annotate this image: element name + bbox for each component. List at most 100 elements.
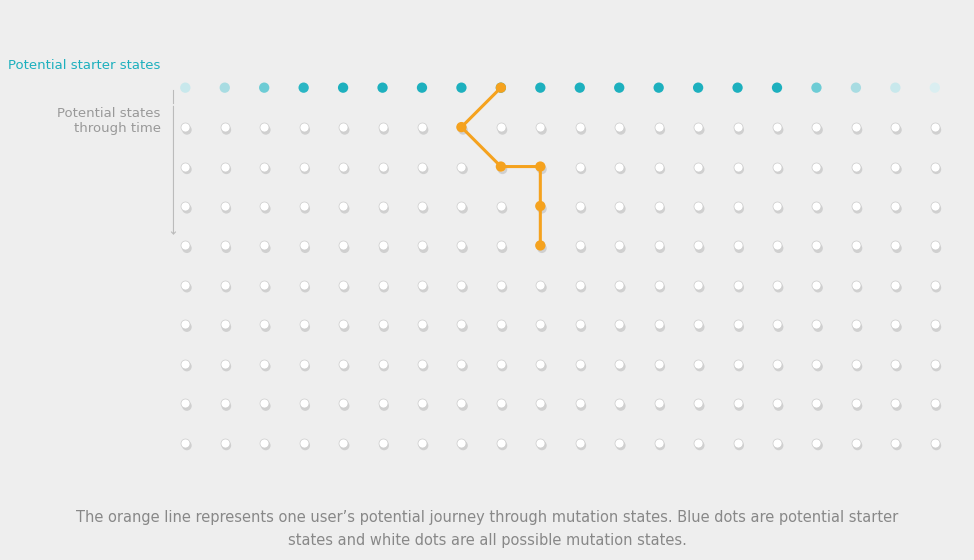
Point: [217, 438, 233, 447]
Point: [218, 402, 234, 410]
Point: [928, 323, 944, 332]
Point: [454, 399, 469, 408]
Point: [574, 283, 589, 292]
Point: [495, 283, 510, 292]
Point: [454, 83, 469, 92]
Point: [454, 202, 469, 211]
Point: [416, 283, 431, 292]
Point: [651, 123, 666, 132]
Point: [179, 125, 195, 134]
Point: [769, 202, 785, 211]
Point: [572, 83, 587, 92]
Point: [217, 281, 233, 290]
Point: [769, 162, 785, 171]
Point: [376, 402, 392, 410]
Point: [218, 362, 234, 371]
Point: [613, 244, 628, 253]
Point: [927, 360, 943, 368]
Point: [177, 281, 193, 290]
Point: [889, 402, 905, 410]
Point: [848, 123, 864, 132]
Point: [414, 399, 430, 408]
Point: [653, 125, 668, 134]
Point: [848, 241, 864, 250]
Point: [810, 323, 826, 332]
Point: [653, 402, 668, 410]
Point: [335, 83, 351, 92]
Point: [414, 438, 430, 447]
Point: [770, 402, 786, 410]
Point: [730, 162, 745, 171]
Point: [691, 438, 706, 447]
Point: [887, 123, 903, 132]
Point: [495, 244, 510, 253]
Point: [414, 202, 430, 211]
Point: [296, 83, 312, 92]
Point: [495, 441, 510, 450]
Point: [848, 360, 864, 368]
Point: [256, 202, 272, 211]
Point: [808, 281, 824, 290]
Point: [692, 362, 707, 371]
Point: [810, 204, 826, 213]
Point: [493, 83, 508, 92]
Point: [731, 204, 747, 213]
Point: [218, 323, 234, 332]
Point: [651, 202, 666, 211]
Point: [533, 320, 548, 329]
Point: [375, 123, 391, 132]
Point: [414, 162, 430, 171]
Point: [218, 204, 234, 213]
Point: [613, 125, 628, 134]
Point: [455, 323, 470, 332]
Point: [375, 360, 391, 368]
Point: [179, 283, 195, 292]
Point: [454, 123, 469, 132]
Point: [927, 399, 943, 408]
Point: [296, 399, 312, 408]
Point: [849, 283, 865, 292]
Point: [889, 441, 905, 450]
Point: [179, 402, 195, 410]
Point: [455, 283, 470, 292]
Point: [730, 438, 745, 447]
Point: [730, 320, 745, 329]
Point: [889, 125, 905, 134]
Point: [692, 323, 707, 332]
Point: [692, 283, 707, 292]
Point: [375, 320, 391, 329]
Point: [848, 399, 864, 408]
Point: [730, 83, 745, 92]
Point: [493, 360, 508, 368]
Point: [414, 320, 430, 329]
Point: [493, 281, 508, 290]
Point: [574, 125, 589, 134]
Point: [808, 83, 824, 92]
Point: [613, 323, 628, 332]
Point: [454, 360, 469, 368]
Point: [533, 281, 548, 290]
Point: [770, 204, 786, 213]
Point: [613, 283, 628, 292]
Point: [375, 438, 391, 447]
Point: [927, 123, 943, 132]
Point: [928, 402, 944, 410]
Point: [533, 399, 548, 408]
Point: [455, 441, 470, 450]
Point: [493, 162, 508, 171]
Point: [613, 402, 628, 410]
Point: [887, 281, 903, 290]
Point: [887, 438, 903, 447]
Point: [808, 241, 824, 250]
Point: [177, 438, 193, 447]
Point: [177, 241, 193, 250]
Point: [612, 399, 627, 408]
Point: [297, 441, 313, 450]
Point: [376, 165, 392, 174]
Point: [414, 241, 430, 250]
Point: [455, 125, 470, 134]
Point: [848, 162, 864, 171]
Point: [770, 165, 786, 174]
Point: [455, 362, 470, 371]
Point: [651, 320, 666, 329]
